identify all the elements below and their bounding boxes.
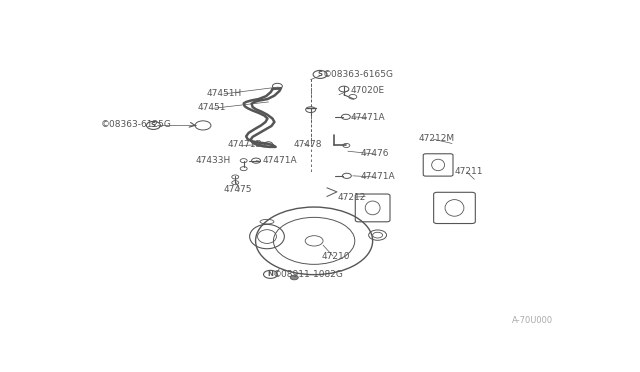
Text: 47020E: 47020E [350,86,385,95]
Text: ©08911-1082G: ©08911-1082G [273,270,343,279]
Text: 47471A: 47471A [350,113,385,122]
Text: 47471A: 47471A [262,156,297,165]
Text: 47476: 47476 [360,149,388,158]
Circle shape [291,275,298,280]
Text: 47212: 47212 [338,193,366,202]
Text: 47475: 47475 [224,185,252,194]
Text: S: S [151,122,156,128]
Text: 47210: 47210 [322,251,351,260]
Text: ©08363-6165G: ©08363-6165G [323,70,394,79]
Text: A-70U000: A-70U000 [511,316,553,325]
Text: 47211: 47211 [454,167,483,176]
Text: N: N [268,271,273,278]
Text: S: S [317,71,323,77]
Text: 47212M: 47212M [419,134,454,143]
Text: 47471B: 47471B [228,140,262,150]
Text: 47451: 47451 [198,103,227,112]
Text: 47451H: 47451H [207,89,242,98]
Text: ©08363-6125G: ©08363-6125G [101,121,172,129]
Text: 47478: 47478 [293,140,322,150]
Text: 47433H: 47433H [195,156,230,165]
Text: 47471A: 47471A [360,172,395,181]
